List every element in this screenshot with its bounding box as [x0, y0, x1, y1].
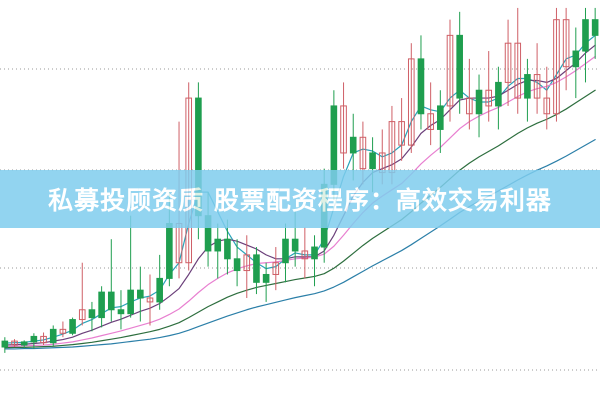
stock-chart-image: 私募投顾资质 股票配资程序：高效交易利器	[0, 0, 600, 400]
chart-background	[0, 0, 600, 400]
candlestick-chart	[0, 0, 600, 400]
